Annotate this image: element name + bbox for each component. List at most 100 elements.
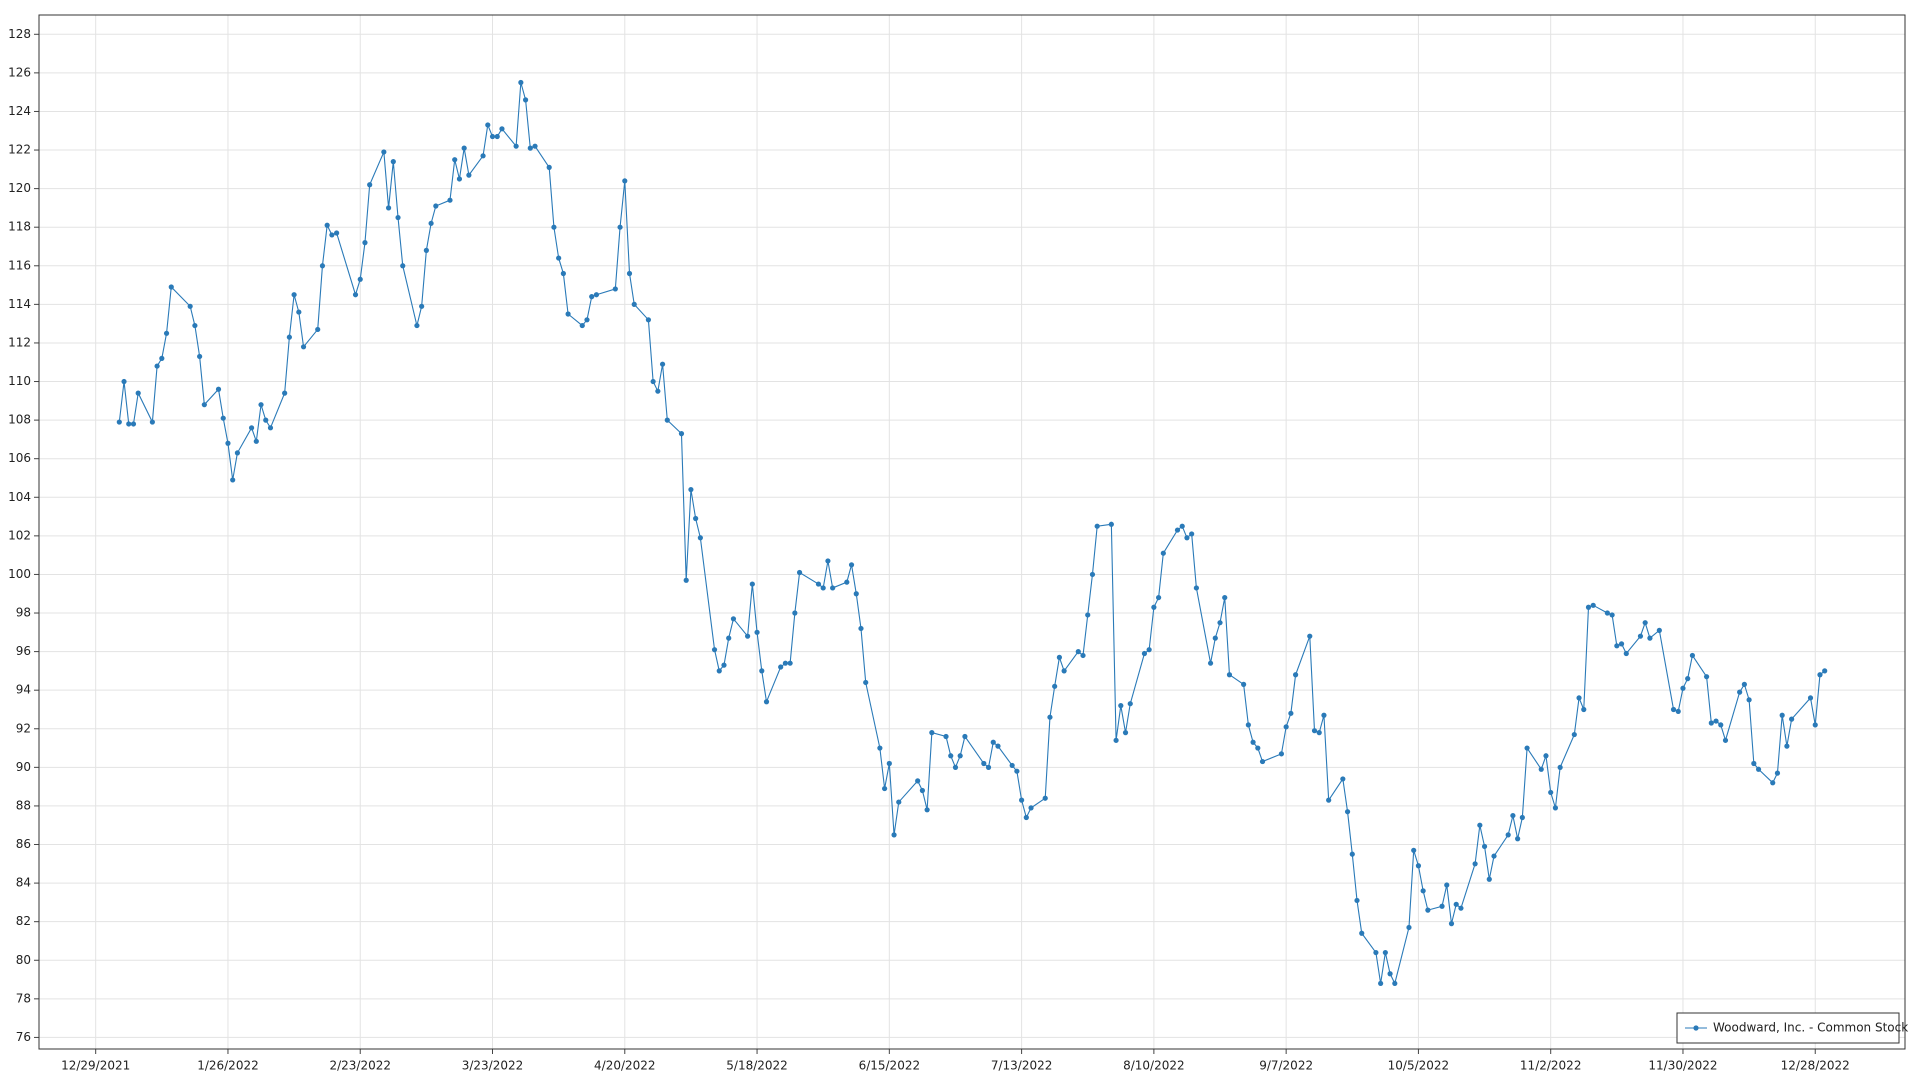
data-point xyxy=(792,610,798,616)
data-point xyxy=(1184,535,1190,541)
data-point xyxy=(1085,612,1091,618)
data-point xyxy=(1349,851,1355,857)
x-tick-label: 1/26/2022 xyxy=(197,1059,259,1073)
y-tick-label: 84 xyxy=(16,876,31,890)
data-point xyxy=(1647,635,1653,641)
data-point xyxy=(990,739,996,745)
data-point xyxy=(787,660,793,666)
data-point xyxy=(778,664,784,670)
data-point xyxy=(1241,681,1247,687)
data-point xyxy=(1321,712,1327,718)
data-point xyxy=(1207,660,1214,666)
data-point xyxy=(381,149,387,155)
data-point xyxy=(1108,521,1114,527)
y-tick-label: 126 xyxy=(8,65,31,79)
data-point xyxy=(891,832,897,838)
data-point xyxy=(1439,903,1445,909)
data-point xyxy=(187,303,193,309)
data-point xyxy=(650,378,656,385)
x-tick-label: 8/10/2022 xyxy=(1123,1059,1185,1073)
data-point xyxy=(820,585,826,591)
data-point xyxy=(1278,751,1285,757)
data-point xyxy=(1250,739,1256,745)
data-point xyxy=(1822,668,1828,674)
data-point xyxy=(622,178,628,184)
data-point xyxy=(1722,737,1729,743)
data-point xyxy=(1708,720,1714,726)
data-point xyxy=(135,390,141,396)
data-point xyxy=(1023,814,1029,821)
data-point xyxy=(1387,971,1393,977)
data-point xyxy=(1326,797,1332,803)
data-point xyxy=(433,203,439,209)
data-point xyxy=(924,807,930,813)
data-point xyxy=(253,438,259,444)
data-point xyxy=(1685,676,1691,682)
data-point xyxy=(334,230,340,236)
data-point xyxy=(1543,753,1549,759)
data-point xyxy=(1784,743,1790,749)
data-point xyxy=(1425,907,1431,913)
data-point xyxy=(154,363,160,369)
y-tick-label: 92 xyxy=(16,721,31,735)
data-point xyxy=(319,263,326,269)
data-point xyxy=(759,668,765,674)
data-point xyxy=(678,431,685,437)
data-point xyxy=(886,760,892,767)
data-point xyxy=(419,303,425,309)
data-point xyxy=(1713,718,1719,724)
data-point xyxy=(452,157,458,163)
data-point xyxy=(192,322,198,329)
data-point xyxy=(1094,523,1100,529)
data-point xyxy=(1392,980,1398,987)
data-point xyxy=(1009,762,1015,769)
data-point xyxy=(447,197,453,203)
data-point xyxy=(1217,620,1223,626)
data-point xyxy=(230,477,236,483)
data-point xyxy=(1359,930,1365,936)
data-point xyxy=(149,419,155,425)
data-point xyxy=(896,799,902,805)
data-point xyxy=(853,591,859,597)
data-point xyxy=(546,164,552,170)
data-point xyxy=(1590,602,1596,608)
data-point xyxy=(1019,797,1025,803)
data-point xyxy=(385,205,392,211)
data-point xyxy=(1472,861,1478,867)
data-point xyxy=(1670,706,1677,713)
data-point xyxy=(362,240,368,246)
data-point xyxy=(754,629,760,635)
data-point xyxy=(1141,650,1148,657)
data-point xyxy=(1174,527,1181,533)
data-point xyxy=(1614,643,1620,649)
x-tick-label: 3/23/2022 xyxy=(462,1059,524,1073)
y-tick-label: 108 xyxy=(8,413,31,427)
data-point xyxy=(948,753,954,759)
data-point xyxy=(1444,882,1450,888)
y-tick-label: 118 xyxy=(8,220,31,234)
data-point xyxy=(234,450,241,456)
legend-box xyxy=(1676,1012,1900,1044)
data-point xyxy=(1581,706,1587,713)
data-point xyxy=(286,334,292,340)
data-point xyxy=(655,388,661,394)
plot-frame xyxy=(38,14,1906,1050)
data-point xyxy=(1146,647,1152,653)
data-point xyxy=(1623,650,1629,657)
data-point xyxy=(1113,737,1119,743)
data-point xyxy=(1557,764,1563,770)
data-point xyxy=(489,133,496,140)
data-point xyxy=(1179,523,1185,529)
x-tick-label: 7/13/2022 xyxy=(991,1059,1053,1073)
data-point xyxy=(1344,809,1351,815)
data-point xyxy=(957,753,963,759)
data-point xyxy=(730,616,737,622)
data-point xyxy=(688,486,694,493)
data-point xyxy=(390,159,396,165)
data-point xyxy=(248,425,255,431)
data-point xyxy=(863,679,869,686)
data-point xyxy=(1382,949,1388,956)
y-tick-label: 86 xyxy=(16,837,31,851)
data-point xyxy=(1151,604,1157,610)
